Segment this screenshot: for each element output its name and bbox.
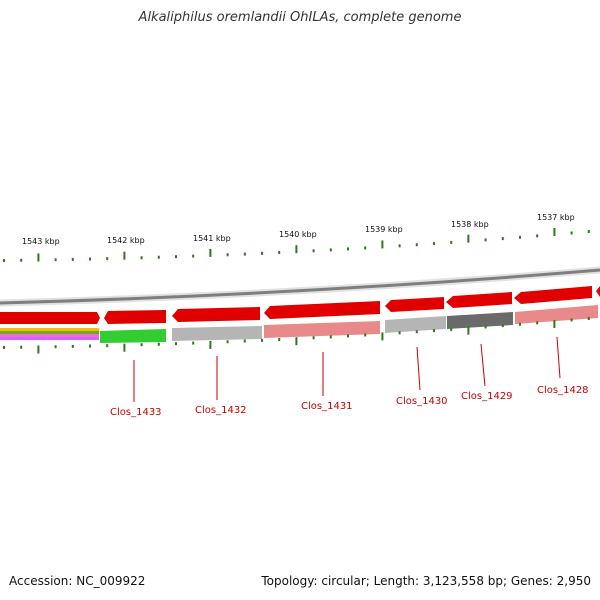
forward-cds-track (0, 286, 600, 324)
gene-label[interactable]: Clos_1433 (110, 407, 162, 418)
feature-block-grey[interactable] (172, 326, 262, 341)
feature-block-green[interactable] (100, 329, 166, 343)
genome-backbone-line (0, 268, 600, 305)
gene-label[interactable]: Clos_1431 (301, 401, 353, 412)
scale-label: 1542 kbp (107, 236, 145, 245)
cds-arrow[interactable] (0, 312, 100, 324)
gene-label[interactable]: Clos_1428 (537, 385, 589, 396)
feature-block-dark[interactable] (447, 312, 513, 329)
gene-feature-track (0, 305, 598, 343)
cds-arrow[interactable] (446, 292, 512, 308)
gene-label[interactable]: Clos_1430 (396, 396, 448, 407)
genome-summary: Topology: circular; Length: 3,123,558 bp… (261, 574, 591, 588)
scale-label: 1540 kbp (279, 230, 317, 239)
scale-label: 1539 kbp (365, 225, 403, 234)
cds-arrow[interactable] (264, 301, 380, 319)
cds-arrow[interactable] (104, 310, 166, 324)
feature-block[interactable] (0, 328, 99, 331)
scale-labels: 1543 kbp 1542 kbp 1541 kbp 1540 kbp 1539… (22, 213, 575, 246)
gene-leader (556, 336, 561, 379)
scale-ticks (3, 227, 590, 354)
cds-arrow[interactable] (172, 307, 260, 322)
scale-label: 1543 kbp (22, 237, 60, 246)
scale-label: 1538 kbp (451, 220, 489, 229)
gene-leaders (133, 336, 561, 402)
genome-title: Alkaliphilus oremlandii OhILAs, complete… (138, 10, 462, 25)
feature-block-pink[interactable] (515, 305, 598, 324)
feature-block-pink[interactable] (264, 321, 380, 338)
cds-arrow[interactable] (514, 286, 592, 304)
gene-leader (416, 346, 421, 391)
gene-label[interactable]: Clos_1432 (195, 405, 247, 416)
gene-label[interactable]: Clos_1429 (461, 391, 513, 402)
feature-block[interactable] (0, 337, 99, 340)
feature-block[interactable] (0, 334, 99, 337)
gene-labels: Clos_1433 Clos_1432 Clos_1431 Clos_1430 … (110, 385, 589, 418)
scale-label: 1537 kbp (537, 213, 575, 222)
feature-block[interactable] (0, 331, 99, 334)
feature-block-grey[interactable] (385, 316, 446, 333)
gene-leader (480, 343, 486, 387)
cds-arrow[interactable] (385, 297, 444, 312)
accession-label: Accession: NC_009922 (9, 574, 146, 588)
cds-arrow[interactable] (596, 286, 600, 297)
scale-label: 1541 kbp (193, 234, 231, 243)
